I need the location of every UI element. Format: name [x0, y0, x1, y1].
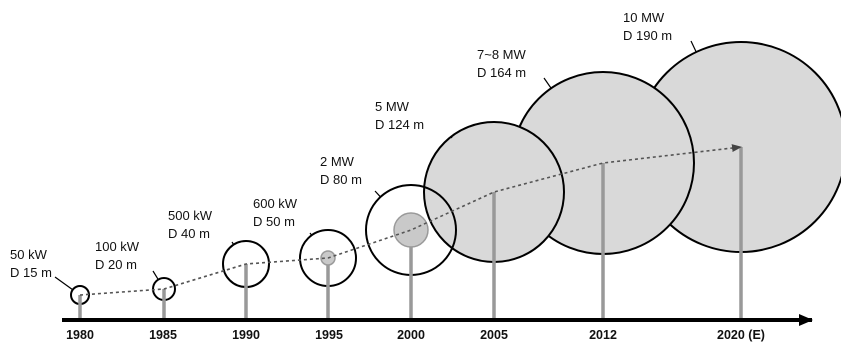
rotor-diameter: D 40 m — [168, 226, 210, 241]
power-rating: 50 kW — [10, 247, 48, 262]
rotor-label-group: 500 kW D 40 m — [168, 208, 235, 245]
rotor-labels: 50 kW D 15 m 100 kW D 20 m 500 kW D 40 m 600 k… — [10, 10, 697, 291]
power-rating: 5 MW — [375, 99, 410, 114]
rotor-label-group: 50 kW D 15 m — [10, 247, 74, 291]
power-rating: 500 kW — [168, 208, 213, 223]
year-labels: 1980 1985 1990 1995 2000 2005 2012 2020 (E) — [66, 328, 765, 342]
year-label: 1980 — [66, 328, 94, 342]
year-label: 2005 — [480, 328, 508, 342]
hub-markers — [320, 212, 429, 266]
growth-trend — [79, 144, 742, 296]
leader-line — [374, 190, 381, 198]
year-label: 2012 — [589, 328, 617, 342]
leader-line — [690, 40, 697, 53]
rotor-diameter: D 15 m — [10, 265, 52, 280]
rotor-diameter: D 124 m — [375, 117, 424, 132]
rotor-diameter: D 190 m — [623, 28, 672, 43]
rotor-label-group: 2 MW D 80 m — [320, 154, 381, 198]
power-rating: 7~8 MW — [477, 47, 526, 62]
leader-line — [152, 270, 159, 280]
trend-line — [79, 144, 742, 296]
leader-line — [450, 136, 453, 139]
rotor-label-group: 5 MW D 124 m — [375, 99, 453, 139]
rotor-label-group: 10 MW D 190 m — [623, 10, 697, 53]
leader-line — [231, 241, 235, 245]
rotor-label-group: 600 kW D 50 m — [253, 196, 313, 236]
year-label: 2020 (E) — [717, 328, 765, 342]
rotor-diameter: D 80 m — [320, 172, 362, 187]
power-rating: 10 MW — [623, 10, 665, 25]
year-label: 1990 — [232, 328, 260, 342]
power-rating: 100 kW — [95, 239, 140, 254]
leader-line — [543, 77, 552, 89]
year-label: 1995 — [315, 328, 343, 342]
power-rating: 600 kW — [253, 196, 298, 211]
rotor-label-group: 100 kW D 20 m — [95, 239, 159, 280]
rotor-diameter: D 164 m — [477, 65, 526, 80]
leader-line — [54, 276, 74, 291]
leader-line — [309, 232, 313, 236]
rotor-diameter: D 50 m — [253, 214, 295, 229]
rotor-label-group: 7~8 MW D 164 m — [477, 47, 552, 89]
rotors — [70, 41, 841, 320]
year-label: 2000 — [397, 328, 425, 342]
rotor-diameter: D 20 m — [95, 257, 137, 272]
power-rating: 2 MW — [320, 154, 355, 169]
year-label: 1985 — [149, 328, 177, 342]
hub-disc — [393, 212, 429, 248]
